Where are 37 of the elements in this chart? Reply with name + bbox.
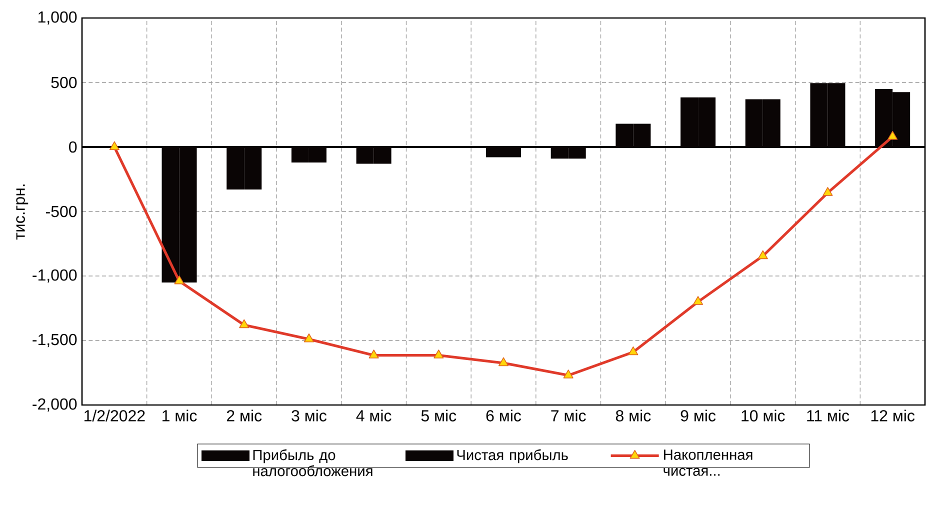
point [239, 319, 250, 328]
point [304, 333, 314, 342]
legend-label: Накопленная чистая... [664, 450, 752, 476]
x-tick-label: 5 міс [421, 410, 456, 422]
x-tick-label: 4 міс [356, 410, 392, 422]
x-tick-label: 10 міс [742, 410, 785, 422]
point [434, 350, 444, 358]
y-tick-label: 1,000 [38, 11, 77, 25]
x-tick-label: 12 міс [871, 410, 915, 422]
point [109, 141, 120, 150]
point [628, 346, 638, 356]
x-tick-label: 8 міс [616, 410, 651, 422]
point [822, 187, 833, 196]
y-tick-label: -2,000 [32, 398, 77, 412]
point [758, 250, 768, 260]
x-tick-label: 7 міс [551, 410, 586, 422]
x-tick-label: 3 міс [292, 410, 326, 422]
y-tick-label: 0 [69, 141, 77, 153]
point [888, 130, 898, 140]
point [498, 357, 509, 366]
y-tick-label: -500 [46, 206, 77, 218]
x-tick-label: 9 міс [680, 410, 716, 422]
x-tick-label: 1 міс [162, 410, 197, 422]
y-tick-label: 500 [51, 76, 77, 88]
x-tick-label: 2 міс [226, 410, 262, 422]
y-tick-label: -1,000 [32, 269, 77, 283]
x-tick-label: 11 міс [807, 410, 850, 422]
point [693, 296, 704, 305]
point [368, 350, 379, 358]
legend-label: Прибыль до налогообложения [253, 449, 372, 476]
x-tick-label: 1/2/2022 [84, 410, 145, 422]
y-axis-title: тис.грн. [16, 184, 28, 240]
x-tick-label: 6 міс [486, 410, 522, 422]
point [174, 275, 184, 284]
point [563, 370, 574, 378]
legend-label: Чистая прибыль [457, 449, 568, 464]
y-tick-label: -1,500 [32, 334, 77, 348]
